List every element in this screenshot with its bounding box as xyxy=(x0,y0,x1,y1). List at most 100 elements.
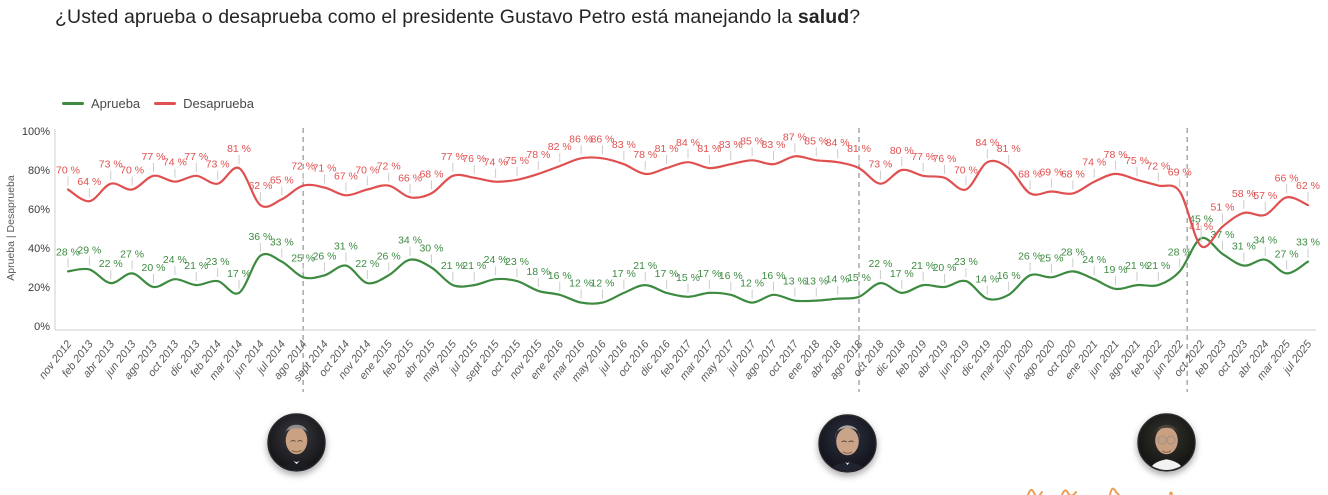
aprueba-value-label: 14 % xyxy=(975,274,999,286)
desaprueba-value-label: 72 % xyxy=(291,161,315,173)
aprueba-value-label: 17 % xyxy=(890,268,914,280)
aprueba-value-label: 26 % xyxy=(1018,250,1042,262)
x-tick-label: dic 2019 xyxy=(959,338,994,378)
desaprueba-value-label: 66 % xyxy=(1275,172,1299,184)
avatar-santos xyxy=(267,413,326,472)
desaprueba-value-label: 86 % xyxy=(569,133,593,145)
x-tick-label: sept 2014 xyxy=(292,338,331,383)
y-tick-label: 20% xyxy=(28,282,50,294)
x-tick-label: feb 2017 xyxy=(659,338,695,380)
x-tick-label: abr 2024 xyxy=(1235,338,1271,380)
desaprueba-value-label: 77 % xyxy=(441,151,465,163)
x-tick-label: mar 2017 xyxy=(678,338,717,383)
legend-label-desaprueba: Desaprueba xyxy=(183,96,254,111)
signature-strokes-icon xyxy=(1027,487,1173,495)
x-tick-label: oct 2016 xyxy=(616,338,652,379)
aprueba-value-label: 23 % xyxy=(206,256,230,268)
aprueba-value-label: 12 % xyxy=(740,278,764,290)
x-tick-label: may 2016 xyxy=(570,338,610,384)
desaprueba-value-label: 83 % xyxy=(719,139,743,151)
aprueba-value-label: 12 % xyxy=(569,278,593,290)
desaprueba-value-label: 78 % xyxy=(526,149,550,161)
aprueba-line xyxy=(66,236,1310,305)
x-tick-label: mar 2020 xyxy=(977,338,1016,383)
aprueba-value-label: 17 % xyxy=(612,268,636,280)
aprueba-value-label: 36 % xyxy=(248,231,272,243)
aprueba-value-label: 20 % xyxy=(933,262,957,274)
desaprueba-value-label: 68 % xyxy=(419,168,443,180)
desaprueba-value-label: 58 % xyxy=(1232,188,1256,200)
x-tick-label: feb 2022 xyxy=(1129,338,1165,379)
page-title: ¿Usted aprueba o desaprueba como el pres… xyxy=(55,6,1055,29)
aprueba-value-label: 24 % xyxy=(163,254,187,266)
signature-watermark xyxy=(1022,483,1192,495)
aprueba-value-label: 45 % xyxy=(1189,213,1213,225)
x-tick-label: nov 2015 xyxy=(507,338,545,382)
aprueba-value-label: 22 % xyxy=(355,258,379,270)
x-tick-label: jul 2015 xyxy=(446,338,481,378)
x-tick-label: ago 2014 xyxy=(272,338,310,382)
desaprueba-value-label: 73 % xyxy=(206,159,230,171)
desaprueba-value-label: 72 % xyxy=(1146,161,1170,173)
desaprueba-value-label: 81 % xyxy=(697,143,721,155)
desaprueba-value-label: 81 % xyxy=(997,143,1021,155)
desaprueba-value-label: 77 % xyxy=(911,151,935,163)
x-tick-label: feb 2014 xyxy=(188,338,224,379)
desaprueba-value-label: 74 % xyxy=(163,157,187,169)
title-suffix: ? xyxy=(849,6,861,28)
aprueba-value-label: 26 % xyxy=(377,250,401,262)
x-tick-label: oct 2022 xyxy=(1172,338,1207,379)
desaprueba-value-label: 64 % xyxy=(77,176,101,188)
aprueba-value-label: 13 % xyxy=(804,276,828,288)
desaprueba-value-label: 67 % xyxy=(334,170,358,182)
y-tick-label: 80% xyxy=(28,165,50,177)
avatar-duque xyxy=(818,414,877,473)
x-tick-label: mar 2014 xyxy=(207,338,245,382)
x-tick-label: ene 2021 xyxy=(1063,338,1101,382)
aprueba-value-label: 27 % xyxy=(1275,248,1299,260)
aprueba-value-label: 31 % xyxy=(334,241,358,253)
x-tick-label: ene 2015 xyxy=(357,338,395,382)
x-tick-label: oct 2017 xyxy=(766,338,802,379)
desaprueba-value-label: 84 % xyxy=(676,137,700,149)
aprueba-value-label: 27 % xyxy=(120,248,144,260)
y-tick-label: 100% xyxy=(22,126,50,138)
x-tick-label: abr 2018 xyxy=(808,338,845,380)
desaprueba-value-label: 41 % xyxy=(1189,221,1213,233)
desaprueba-value-label: 76 % xyxy=(933,153,957,165)
aprueba-value-label: 16 % xyxy=(719,270,743,282)
x-tick-label: ene 2018 xyxy=(785,338,823,382)
x-tick-label: abr 2015 xyxy=(402,338,439,380)
aprueba-value-label: 26 % xyxy=(313,250,337,262)
desaprueba-value-label: 68 % xyxy=(1018,168,1042,180)
desaprueba-value-label: 81 % xyxy=(847,143,871,155)
desaprueba-value-label: 83 % xyxy=(762,139,786,151)
desaprueba-value-label: 85 % xyxy=(804,135,828,147)
x-tick-label: feb 2013 xyxy=(60,338,96,380)
desaprueba-value-label: 71 % xyxy=(313,163,337,175)
desaprueba-value-label: 66 % xyxy=(398,172,422,184)
desaprueba-value-label: 81 % xyxy=(227,143,251,155)
aprueba-value-label: 28 % xyxy=(1061,246,1085,258)
aprueba-line-swatch xyxy=(62,102,84,105)
desaprueba-line-swatch xyxy=(154,102,177,105)
desaprueba-value-label: 86 % xyxy=(591,133,615,145)
aprueba-value-label: 21 % xyxy=(1125,260,1149,272)
x-tick-label: jun 2013 xyxy=(102,338,139,381)
desaprueba-value-label: 69 % xyxy=(1168,166,1192,178)
desaprueba-value-label: 51 % xyxy=(1211,202,1235,214)
aprueba-value-label: 37 % xyxy=(1211,229,1235,241)
legend-item-aprueba: Aprueba xyxy=(62,96,140,111)
x-tick-label: nov 2012 xyxy=(37,338,74,381)
x-tick-label: feb 2023 xyxy=(1193,338,1229,380)
desaprueba-value-label: 70 % xyxy=(954,165,978,177)
legend-label-aprueba: Aprueba xyxy=(91,96,141,111)
x-tick-label: jun 2021 xyxy=(1085,338,1122,380)
aprueba-value-label: 17 % xyxy=(697,268,721,280)
x-tick-label: abr 2019 xyxy=(915,338,951,380)
desaprueba-value-label: 85 % xyxy=(740,135,764,147)
x-tick-label: jun 2020 xyxy=(1000,338,1037,381)
aprueba-value-label: 25 % xyxy=(1039,252,1063,264)
desaprueba-value-label: 68 % xyxy=(1061,168,1085,180)
desaprueba-value-label: 78 % xyxy=(633,149,657,161)
